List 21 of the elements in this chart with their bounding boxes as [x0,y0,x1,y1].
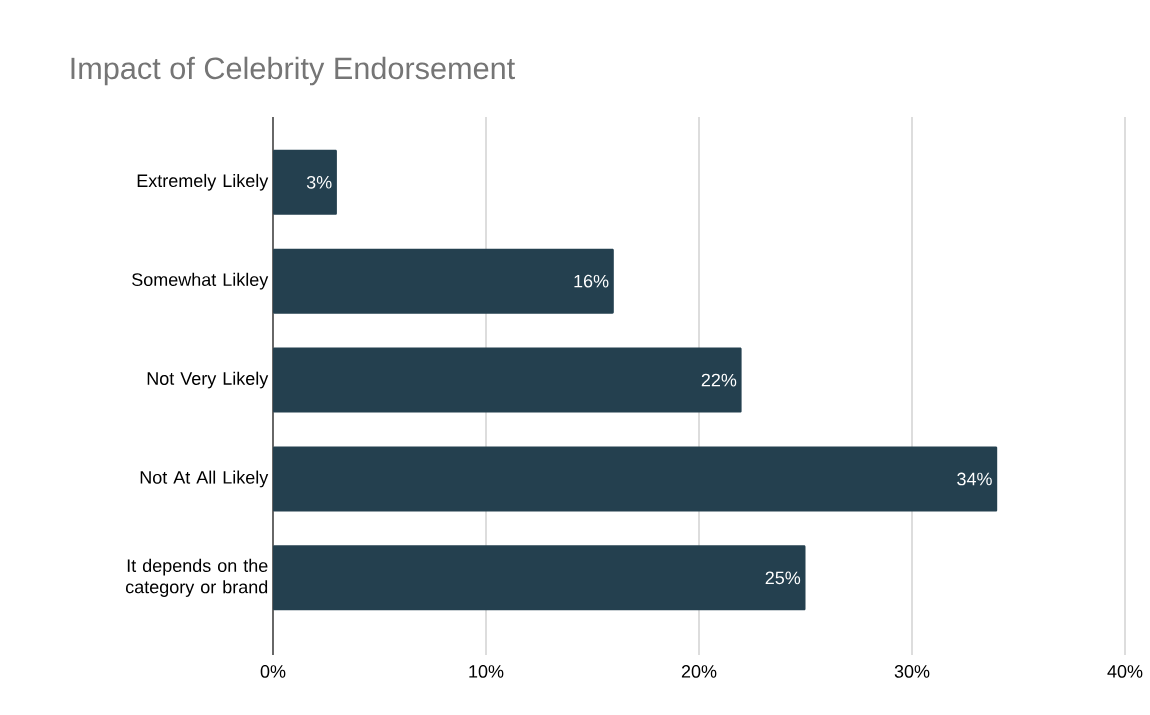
y-tick-label: Not Very Likely [147,371,269,389]
x-tick-label: 10% [469,665,504,678]
y-tick-label: Extremely Likely [137,173,269,191]
y-tick-label: It depends on the category or brand [125,558,268,597]
bar [273,149,337,215]
data-label: 34% [957,472,992,486]
data-label: 22% [701,373,737,387]
bar [273,545,806,611]
bar [273,446,998,512]
y-tick-label: Not At All Likely [140,470,269,488]
chart-title: Impact of Celebrity Endorsement [71,56,515,86]
data-label: 3% [306,175,332,189]
data-label: 16% [574,274,609,288]
x-tick-label: 40% [1107,665,1143,678]
y-tick-label: Somewhat Likley [132,272,269,290]
x-tick-label: 30% [894,665,930,678]
bar [273,248,614,314]
data-label: 25% [765,571,801,585]
bar [273,347,742,413]
x-tick-label: 20% [681,665,717,678]
x-tick-label: 0% [260,665,286,678]
